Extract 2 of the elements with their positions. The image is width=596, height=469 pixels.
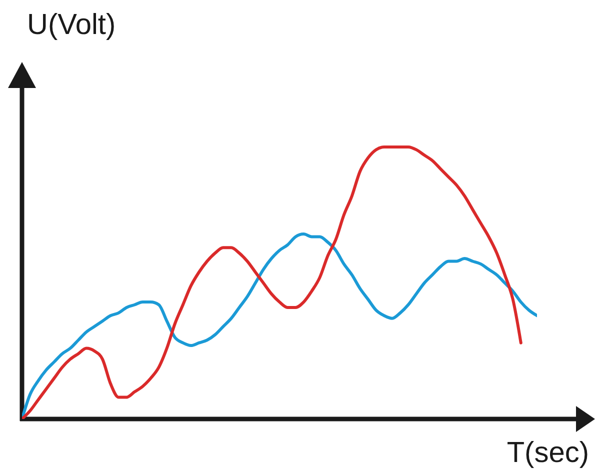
x-axis-title: T(sec) (506, 437, 589, 469)
y-axis-title: U(Volt) (27, 9, 116, 41)
